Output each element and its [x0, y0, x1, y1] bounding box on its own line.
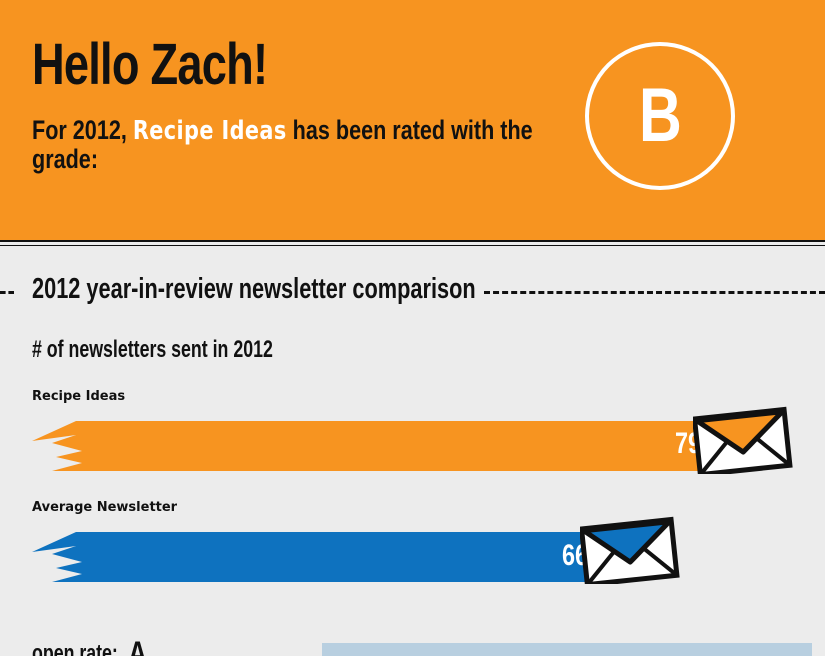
open-rate-grade: A [128, 635, 148, 656]
section-title: 2012 year-in-review newsletter compariso… [32, 273, 476, 305]
section-dash-right [484, 291, 825, 294]
rating-statement: For 2012, Recipe Ideas has been rated wi… [32, 116, 568, 173]
rating-suffix: has been rated with the grade: [32, 115, 533, 174]
grade-badge: B [585, 42, 735, 190]
envelope-icon [580, 516, 680, 584]
grade-header: Hello Zach! For 2012, Recipe Ideas has b… [0, 0, 825, 240]
open-rate-panel [322, 643, 812, 656]
envelope-icon [693, 406, 793, 474]
bar-recipe-ideas [32, 421, 721, 471]
header-divider [0, 240, 825, 246]
rating-prefix: For 2012, [32, 115, 127, 145]
bar-value-average-newsletter: 66 [561, 539, 588, 572]
grade-letter: B [638, 73, 682, 158]
metric-title: # of newsletters sent in 2012 [32, 336, 273, 363]
bar-average-newsletter [32, 532, 608, 582]
section-dash-left [0, 291, 14, 294]
bar-label-recipe-ideas: Recipe Ideas [32, 389, 126, 404]
bar-value-recipe-ideas: 79 [674, 427, 701, 460]
greeting-heading: Hello Zach! [32, 32, 268, 97]
bar-label-average-newsletter: Average Newsletter [32, 500, 178, 515]
newsletter-name: Recipe Ideas [132, 116, 287, 146]
open-rate-label: open rate: [32, 640, 118, 656]
